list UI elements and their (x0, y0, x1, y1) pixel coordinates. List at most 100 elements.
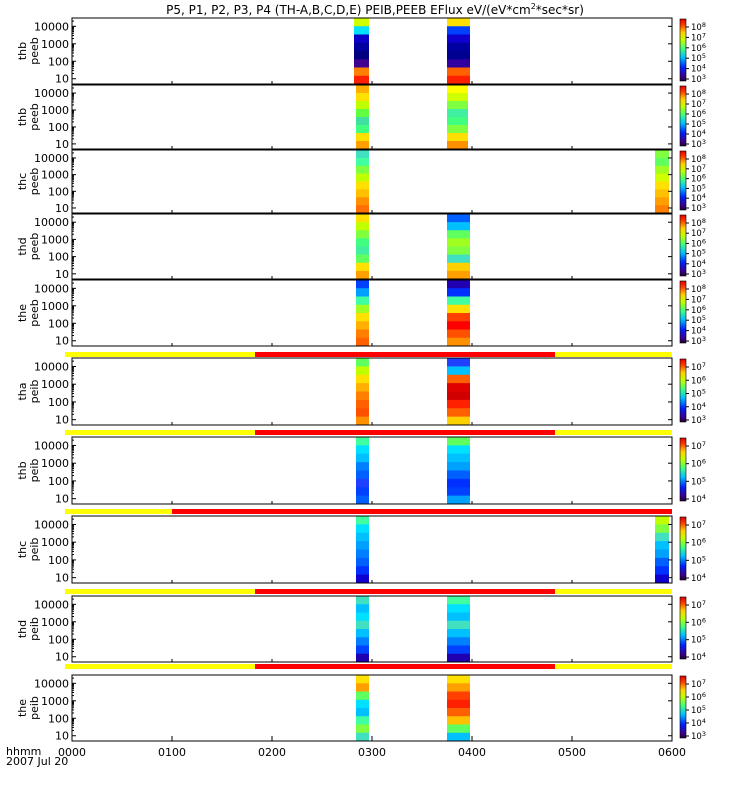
spectrogram-cell (447, 288, 470, 297)
y-tick-label: 1000 (41, 169, 69, 182)
spectrogram-cell (356, 304, 369, 314)
spectrogram-cell (356, 524, 369, 534)
y-tick-label: 10 (55, 202, 69, 215)
spectrogram-cell (447, 358, 470, 367)
colorbar-tick-label: 104 (691, 63, 706, 75)
colorbar-tick-label: 107 (691, 599, 706, 611)
colorbar-tick-label: 104 (691, 401, 706, 413)
spectrogram-cell (356, 732, 369, 742)
spectrogram-cell (354, 67, 369, 77)
y-label-probe: thc (16, 173, 29, 190)
y-tick-label: 1000 (41, 300, 69, 313)
y-tick-label: 1000 (41, 104, 69, 117)
y-label-product: peeb (28, 37, 41, 65)
y-label-probe: thb (16, 42, 29, 60)
y-tick-label: 10000 (34, 282, 69, 295)
spectrogram-cell (356, 574, 369, 584)
spectrogram-cell (447, 59, 470, 68)
y-tick-label: 10000 (34, 87, 69, 100)
y-label-probe: the (16, 304, 29, 322)
y-tick-label: 100 (48, 121, 69, 134)
spectrogram-cell (447, 391, 470, 401)
spectrogram-cell (356, 173, 369, 182)
panel-frame (71, 357, 673, 426)
spectrogram-cell (356, 189, 369, 198)
spectrogram-cell (655, 557, 669, 567)
y-tick-label: 10000 (34, 598, 69, 611)
spectrogram-cell (655, 574, 669, 584)
spectrogram-cell (447, 337, 470, 347)
y-tick-label: 10 (55, 73, 69, 86)
colorbar-tick-label: 108 (691, 88, 706, 100)
colorbar-tick-label: 103 (691, 335, 706, 347)
colorbar (679, 437, 687, 502)
colorbar-tick-label: 106 (691, 458, 706, 470)
spectrogram-cell (447, 85, 468, 94)
colorbar (679, 358, 687, 423)
colorbar-tick-label: 104 (691, 572, 706, 584)
spectrogram-cell (447, 716, 470, 725)
x-tick-label: 0300 (358, 746, 386, 759)
y-tick-label: 10 (55, 493, 69, 506)
spectrogram-cell (655, 532, 669, 542)
mode-bar-fast (255, 352, 555, 357)
colorbar-tick-label: 104 (691, 128, 706, 140)
colorbar-tick-label: 103 (691, 414, 706, 426)
spectrogram-cell (447, 262, 470, 272)
y-tick-label: 1000 (41, 378, 69, 391)
spectrogram-cell (356, 532, 369, 542)
colorbar-tick-label: 105 (691, 118, 706, 130)
title-superscript: 2 (530, 2, 536, 11)
colorbar-tick-label: 108 (691, 283, 706, 295)
spectrogram-cell (655, 205, 669, 214)
colorbar-tick-label: 107 (691, 678, 706, 690)
spectrogram-cell (356, 557, 369, 567)
colorbar-tick-label: 108 (691, 21, 706, 33)
spectrogram-cell (356, 675, 369, 684)
spectrogram-cell (356, 462, 369, 471)
spectrogram-cell (447, 222, 470, 231)
spectrogram-cell (356, 596, 369, 605)
spectrogram-cell (356, 541, 369, 550)
spectrogram-cell (356, 358, 369, 367)
spectrogram-cell (356, 470, 369, 480)
y-tick-label: 100 (48, 317, 69, 330)
spectrogram-cell (655, 516, 669, 525)
y-tick-label: 1000 (41, 38, 69, 51)
spectrogram-cell (356, 230, 369, 239)
colorbar-tick-label: 104 (691, 325, 706, 337)
spectrogram-cell (447, 675, 470, 684)
spectrogram-cell (447, 470, 470, 480)
colorbar-tick-label: 107 (691, 31, 706, 43)
colorbar-tick-label: 106 (691, 691, 706, 703)
spectrogram-cell (354, 75, 369, 85)
y-tick-label: 1000 (41, 457, 69, 470)
spectrogram-cell (447, 125, 468, 134)
mode-bar-fast (255, 589, 555, 594)
spectrogram-cell (356, 85, 369, 94)
y-tick-label: 1000 (41, 616, 69, 629)
panel-thb-peib: 10000 1000 100 10 thb peib 107 106 105 104 (16, 430, 706, 506)
time-axis-label: hhmm (6, 745, 41, 758)
y-tick-label: 100 (48, 633, 69, 646)
spectrogram-cell (447, 478, 470, 488)
spectrogram-cell (447, 383, 470, 392)
y-tick-label: 100 (48, 396, 69, 409)
spectrogram-cell (356, 181, 369, 190)
spectrogram-cell (655, 549, 669, 559)
spectrogram-cell (447, 724, 470, 734)
spectrogram-cell (356, 280, 369, 289)
panel-frame (71, 436, 673, 505)
y-label-probe: thb (16, 108, 29, 126)
spectrogram-cell (356, 724, 369, 734)
colorbar-tick-label: 107 (691, 98, 706, 110)
spectrogram-cell (447, 437, 470, 446)
spectrogram-cell (447, 408, 470, 418)
spectrogram-cell (356, 383, 369, 392)
colorbar-tick-label: 106 (691, 108, 706, 120)
spectrogram-cell (356, 165, 369, 175)
